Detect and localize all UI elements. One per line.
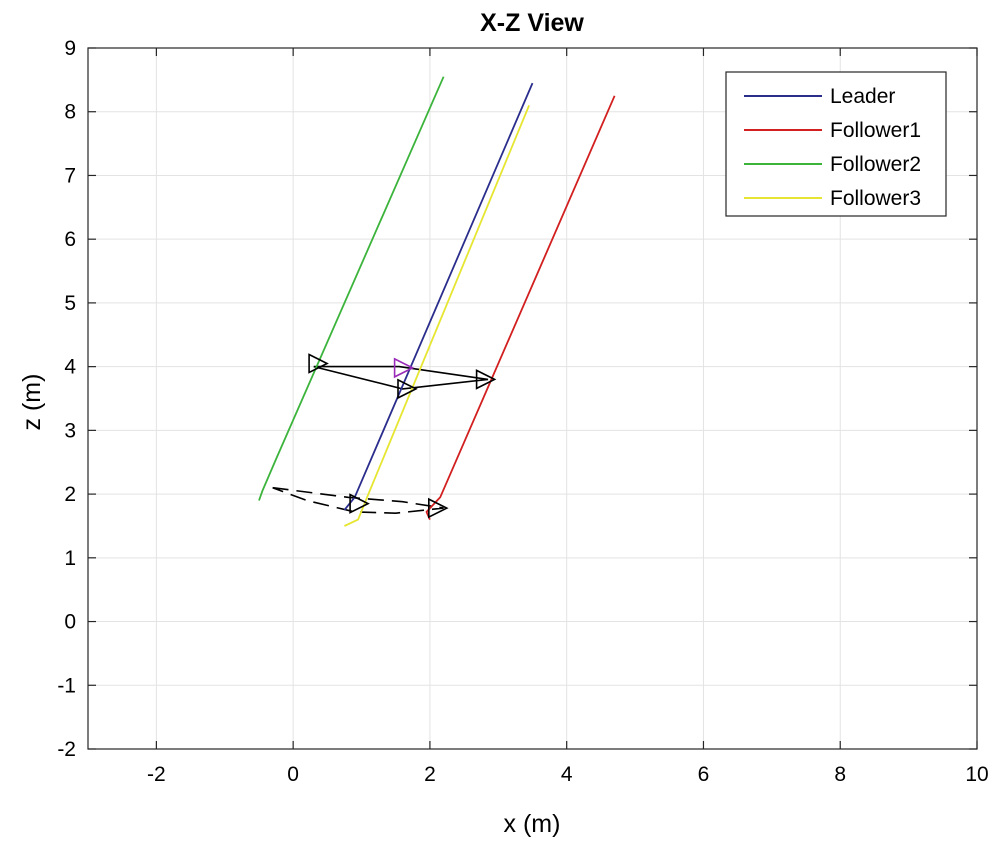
series-line-follower2 <box>258 76 445 501</box>
legend-label: Follower3 <box>830 187 921 210</box>
x-axis-title: x (m) <box>504 810 561 838</box>
y-tick-label: -1 <box>57 674 76 697</box>
series-line-follower3 <box>344 105 530 527</box>
legend: Leader Follower1 Follower2 Follower3 <box>725 71 947 217</box>
data-layer <box>258 76 616 527</box>
y-tick-label: 1 <box>64 547 76 570</box>
y-tick-label: -2 <box>57 738 76 761</box>
legend-label: Leader <box>830 85 895 108</box>
x-tick-label: 2 <box>424 763 436 786</box>
vehicle-marker <box>397 378 418 400</box>
axes-layer: -2 0 2 4 6 8 10 -2 -1 0 1 2 3 4 5 6 7 8 9 <box>57 37 988 786</box>
legend-label: Follower2 <box>830 153 921 176</box>
y-tick-label: 3 <box>64 419 76 442</box>
y-axis-title: z (m) <box>18 374 46 431</box>
x-tick-label: 10 <box>965 763 988 786</box>
y-tick-label: 6 <box>64 228 76 251</box>
legend-label: Follower1 <box>830 119 921 142</box>
x-tick-label: 6 <box>698 763 710 786</box>
y-tick-label: 0 <box>64 611 76 634</box>
x-tick-label: -2 <box>147 763 166 786</box>
y-tick-label: 9 <box>64 37 76 60</box>
plot-frame <box>87 47 978 750</box>
y-tick-label: 8 <box>64 101 76 124</box>
series-line-leader <box>343 82 534 511</box>
vehicle-marker <box>308 353 329 374</box>
x-tick-label: 0 <box>287 763 299 786</box>
vehicle-marker <box>349 493 370 514</box>
x-tick-label: 4 <box>561 763 573 786</box>
y-tick-label: 5 <box>64 292 76 315</box>
x-tick-label: 8 <box>834 763 846 786</box>
mid-formation-line <box>313 365 489 390</box>
vehicle-marker <box>427 497 449 519</box>
vehicle-marker <box>475 369 497 390</box>
chart-title: X-Z View <box>480 9 584 37</box>
series-line-follower1 <box>425 95 616 520</box>
vehicle-marker <box>393 357 415 379</box>
y-tick-label: 7 <box>64 164 76 187</box>
y-tick-label: 4 <box>64 356 76 379</box>
y-tick-label: 2 <box>64 483 76 506</box>
